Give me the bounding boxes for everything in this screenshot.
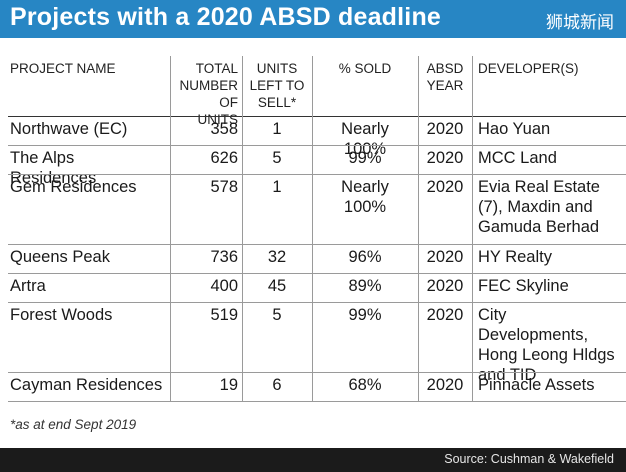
units-left-cell: 32 bbox=[267, 248, 287, 266]
units-left-cell: 1 bbox=[272, 120, 282, 138]
units-left-cell: 5 bbox=[272, 149, 282, 167]
absd-year-cell: 2020 bbox=[426, 248, 464, 266]
table-row: Artra 400 45 89% 2020 FEC Skyline bbox=[0, 273, 626, 302]
title-bar: Projects with a 2020 ABSD deadline 狮城新闻 bbox=[0, 0, 626, 38]
row-divider bbox=[8, 372, 626, 373]
source-bar: Source: Cushman & Wakefield bbox=[0, 448, 626, 472]
table-row: Northwave (EC) 358 1 Nearly 100% 2020 Hao Yua… bbox=[0, 116, 626, 158]
header-percent-sold: % SOLD bbox=[338, 61, 392, 76]
row-divider bbox=[8, 302, 626, 303]
project-name-cell: The Alps Residences bbox=[10, 149, 97, 187]
table-row: The Alps Residences 626 5 99% 2020 MCC Land bbox=[0, 145, 626, 187]
column-divider bbox=[472, 56, 473, 401]
developer-cell: Evia Real Estate (7), Maxdin and Gamuda … bbox=[478, 178, 600, 236]
table-row: Forest Woods 519 5 99% 2020 City Developments… bbox=[0, 302, 626, 384]
developer-cell: City Developments, Hong Leong Hldgs and … bbox=[478, 306, 615, 384]
header-divider bbox=[8, 116, 626, 117]
developer-cell: FEC Skyline bbox=[478, 277, 569, 295]
absd-year-cell: 2020 bbox=[426, 376, 464, 394]
units-left-cell: 5 bbox=[272, 306, 282, 324]
footnote: *as at end Sept 2019 bbox=[10, 417, 137, 432]
header-absd-year: ABSD YEAR bbox=[426, 61, 464, 93]
brand-logo: 狮城新闻 bbox=[546, 13, 614, 33]
header-project-name: PROJECT NAME bbox=[10, 61, 116, 76]
total-units-cell: 736 bbox=[210, 248, 238, 266]
developer-cell: Pinnacle Assets bbox=[478, 376, 595, 394]
project-name-cell: Gem Residences bbox=[10, 178, 137, 196]
header-developers: DEVELOPER(S) bbox=[478, 61, 579, 76]
column-divider bbox=[170, 56, 171, 401]
row-divider bbox=[8, 174, 626, 175]
total-units-cell: 578 bbox=[210, 178, 238, 196]
page-title: Projects with a 2020 ABSD deadline bbox=[10, 3, 442, 31]
table-row: Queens Peak 736 32 96% 2020 HY Realty bbox=[0, 244, 626, 273]
projects-table: PROJECT NAME TOTAL NUMBER OF UNITS UNITS… bbox=[0, 56, 626, 402]
percent-sold-cell: 96% bbox=[348, 248, 382, 266]
row-divider bbox=[8, 401, 626, 402]
units-left-cell: 1 bbox=[272, 178, 282, 196]
total-units-cell: 19 bbox=[219, 376, 238, 394]
total-units-cell: 400 bbox=[210, 277, 238, 295]
project-name-cell: Queens Peak bbox=[10, 248, 110, 266]
units-left-cell: 45 bbox=[267, 277, 287, 295]
developer-cell: Hao Yuan bbox=[478, 120, 551, 138]
developer-cell: MCC Land bbox=[478, 149, 557, 167]
percent-sold-cell: 89% bbox=[348, 277, 382, 295]
units-left-cell: 6 bbox=[272, 376, 282, 394]
percent-sold-cell: Nearly 100% bbox=[341, 120, 389, 158]
percent-sold-cell: 99% bbox=[348, 306, 382, 324]
project-name-cell: Northwave (EC) bbox=[10, 120, 128, 138]
total-units-cell: 358 bbox=[210, 120, 238, 138]
header-units-left: UNITS LEFT TO SELL* bbox=[249, 61, 305, 110]
table-row: Gem Residences 578 1 Nearly 100% 2020 Evia Re… bbox=[0, 174, 626, 244]
absd-year-cell: 2020 bbox=[426, 277, 464, 295]
table-row: Cayman Residences 19 6 68% 2020 Pinnacle Asse… bbox=[0, 372, 626, 401]
percent-sold-cell: Nearly 100% bbox=[341, 178, 389, 216]
row-divider bbox=[8, 244, 626, 245]
column-divider bbox=[242, 56, 243, 401]
header-total-units: TOTAL NUMBER OF UNITS bbox=[179, 61, 238, 127]
absd-year-cell: 2020 bbox=[426, 120, 464, 138]
absd-year-cell: 2020 bbox=[426, 149, 464, 167]
absd-year-cell: 2020 bbox=[426, 306, 464, 324]
table-header: PROJECT NAME TOTAL NUMBER OF UNITS UNITS… bbox=[0, 56, 626, 127]
percent-sold-cell: 99% bbox=[348, 149, 382, 167]
source-credit: Source: Cushman & Wakefield bbox=[444, 452, 614, 466]
developer-cell: HY Realty bbox=[478, 248, 552, 266]
percent-sold-cell: 68% bbox=[348, 376, 382, 394]
total-units-cell: 626 bbox=[210, 149, 238, 167]
column-divider bbox=[418, 56, 419, 401]
project-name-cell: Artra bbox=[10, 277, 46, 295]
row-divider bbox=[8, 273, 626, 274]
project-name-cell: Forest Woods bbox=[10, 306, 113, 324]
absd-year-cell: 2020 bbox=[426, 178, 464, 196]
column-divider bbox=[312, 56, 313, 401]
total-units-cell: 519 bbox=[210, 306, 238, 324]
project-name-cell: Cayman Residences bbox=[10, 376, 163, 394]
row-divider bbox=[8, 145, 626, 146]
